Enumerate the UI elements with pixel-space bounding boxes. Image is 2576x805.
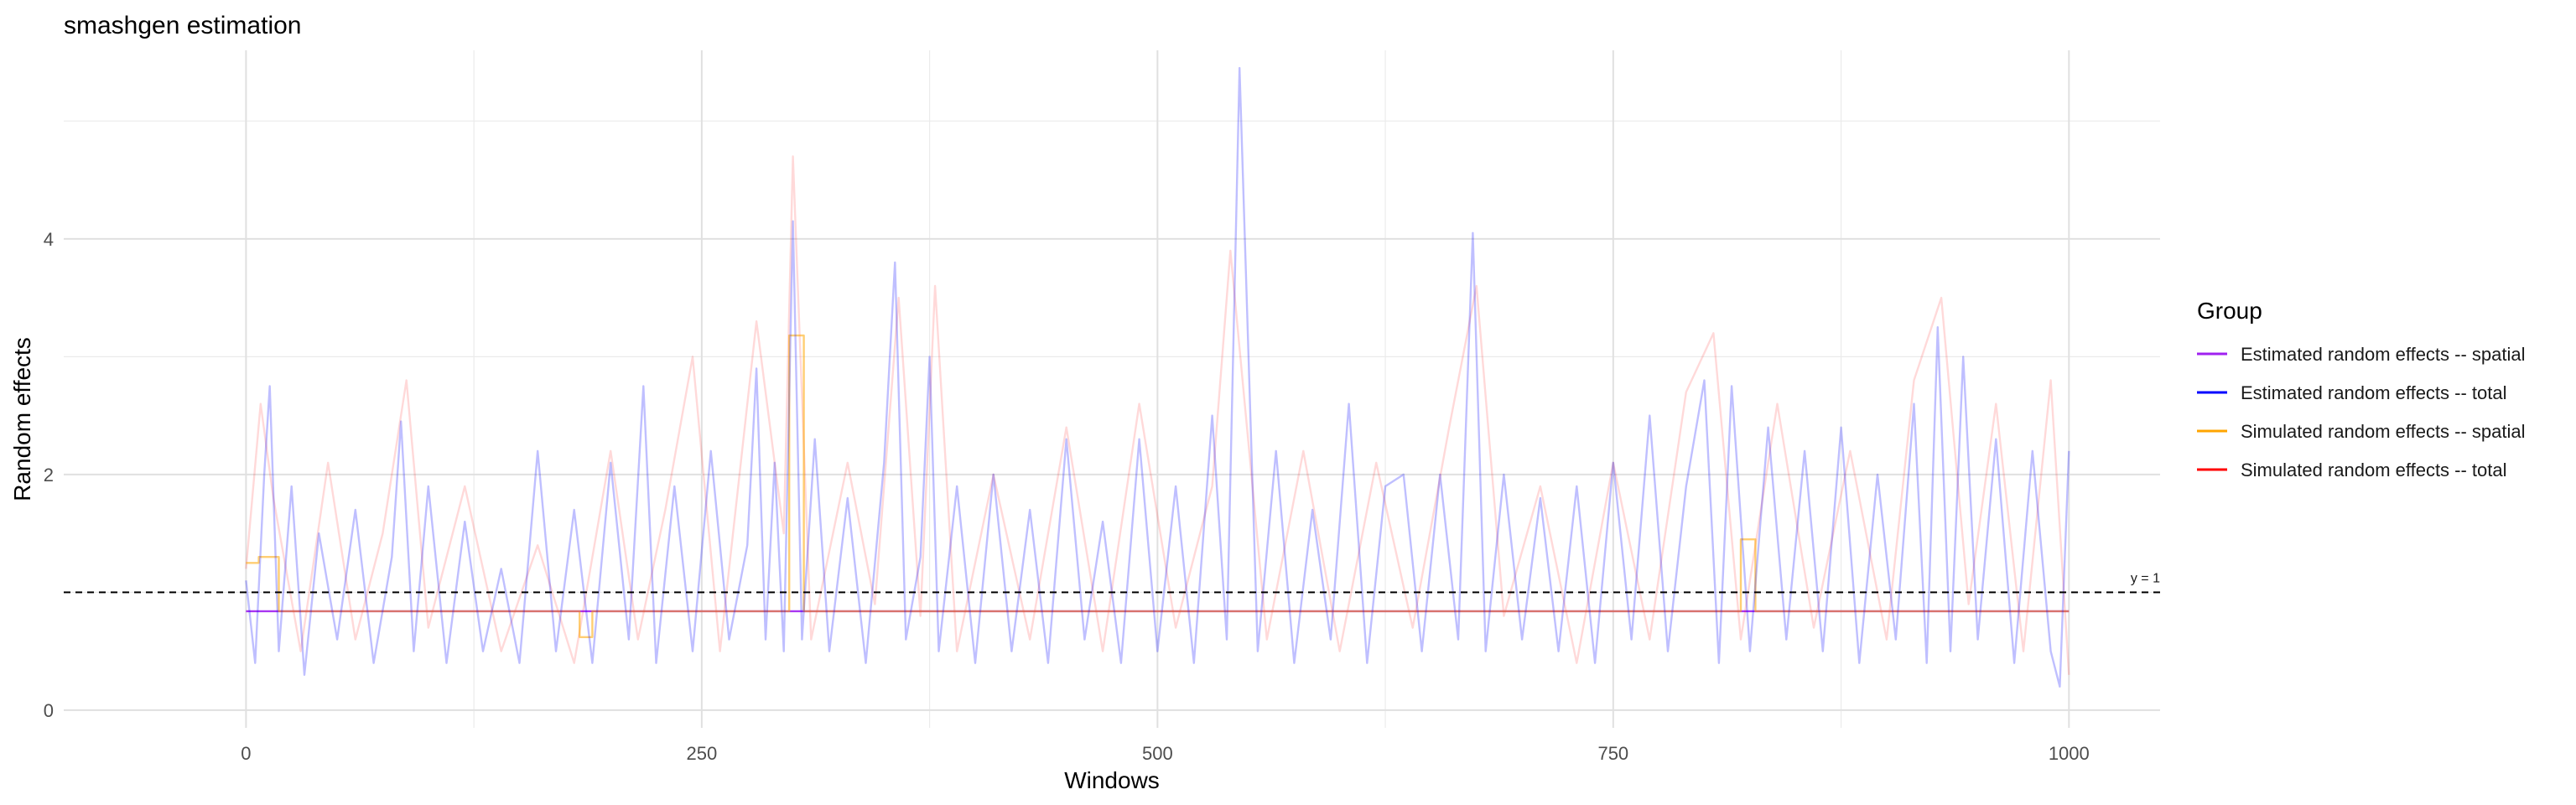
x-tick-label: 1000 — [2049, 743, 2090, 764]
x-tick-label: 0 — [241, 743, 251, 764]
grid — [64, 50, 2160, 728]
legend-label: Simulated random effects -- total — [2241, 460, 2507, 480]
legend: Group Estimated random effects -- spatia… — [2197, 298, 2526, 480]
x-tick-label: 750 — [1597, 743, 1628, 764]
x-tick-label: 500 — [1142, 743, 1173, 764]
x-axis-title: Windows — [1064, 767, 1160, 793]
legend-title: Group — [2197, 298, 2262, 324]
x-tick-label: 250 — [687, 743, 718, 764]
legend-label: Estimated random effects -- spatial — [2241, 344, 2526, 365]
reference-line-label: y = 1 — [2131, 571, 2160, 585]
y-tick-label: 2 — [44, 465, 54, 486]
legend-label: Estimated random effects -- total — [2241, 382, 2507, 403]
y-axis-title: Random effects — [9, 337, 35, 501]
y-tick-label: 4 — [44, 229, 54, 250]
legend-label: Simulated random effects -- spatial — [2241, 421, 2526, 442]
y-tick-label: 0 — [44, 700, 54, 721]
axis-ticks: 0 250 500 750 1000 0 2 4 — [44, 229, 2090, 764]
chart-title: smashgen estimation — [64, 12, 301, 39]
